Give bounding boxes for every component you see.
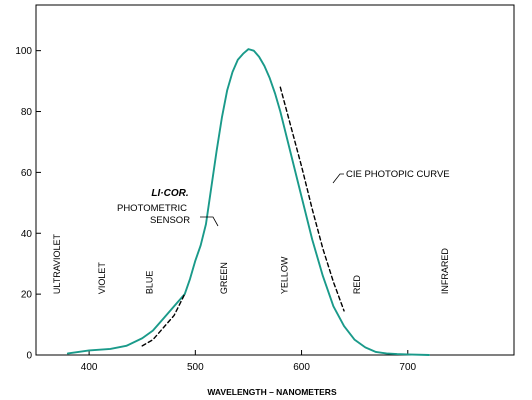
band-label: YELLOW — [280, 256, 290, 294]
band-label: ULTRAVIOLET — [52, 233, 62, 294]
x-tick-label: 400 — [81, 362, 98, 373]
x-tick-label: 700 — [399, 362, 416, 373]
band-label: BLUE — [145, 271, 155, 295]
y-tick-label: 100 — [15, 46, 32, 57]
series-photometric-sensor-line — [66, 48, 430, 356]
annotation-photometric-leader — [200, 216, 219, 227]
licor-logo: LI·COR. — [151, 188, 188, 199]
y-tick-label: 0 — [26, 351, 32, 362]
x-axis-title: WAVELENGTH – NANOMETERS — [207, 387, 337, 397]
y-tick-label: 60 — [21, 168, 33, 179]
band-label: RED — [352, 275, 362, 295]
annotation-cie-leader — [332, 173, 344, 184]
y-tick-label: 20 — [21, 290, 33, 301]
x-tick-label: 500 — [187, 362, 204, 373]
series-group — [66, 48, 430, 356]
annotation-photometric-line2: SENSOR — [150, 215, 190, 226]
series-cie-dashed-segment — [279, 86, 345, 312]
x-tick-label: 600 — [293, 362, 310, 373]
series-cie-dashed-segment — [141, 293, 186, 347]
y-axis: 0 20 40 60 80 100 — [15, 46, 41, 362]
band-label: GREEN — [219, 262, 229, 294]
y-tick-label: 40 — [21, 229, 33, 240]
annotation-cie-label: CIE PHOTOPIC CURVE — [346, 169, 450, 180]
y-tick-label: 80 — [21, 107, 33, 118]
band-label: INFRARED — [440, 248, 450, 295]
x-axis: 400 500 600 700 — [81, 350, 417, 373]
annotation-photometric-line1: PHOTOMETRIC — [117, 203, 187, 214]
spectrum-band-labels: ULTRAVIOLET VIOLET BLUE GREEN YELLOW RED INFRA… — [52, 233, 450, 294]
band-label: VIOLET — [97, 262, 107, 295]
plot-frame — [35, 4, 515, 356]
